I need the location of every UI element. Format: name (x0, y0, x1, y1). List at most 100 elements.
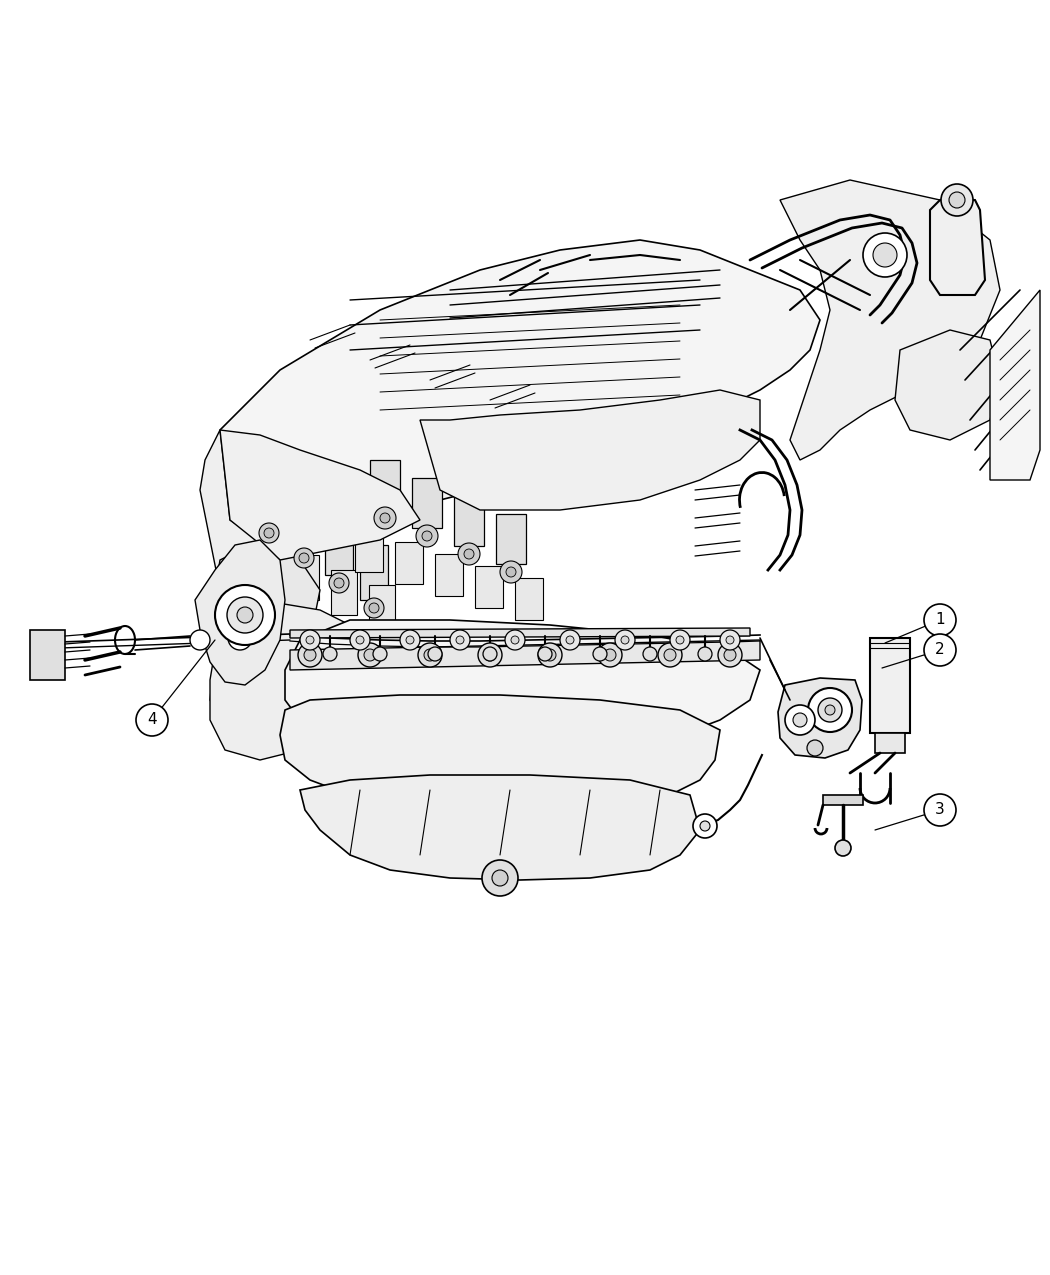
Circle shape (941, 184, 973, 215)
Circle shape (598, 643, 622, 667)
Circle shape (658, 643, 682, 667)
Polygon shape (496, 514, 526, 564)
Polygon shape (290, 495, 318, 550)
Circle shape (237, 607, 253, 623)
Polygon shape (280, 695, 720, 810)
Circle shape (464, 550, 474, 558)
Circle shape (720, 630, 740, 650)
Circle shape (374, 507, 396, 529)
Circle shape (298, 643, 322, 667)
Circle shape (924, 634, 956, 666)
Circle shape (676, 636, 684, 644)
Circle shape (416, 525, 438, 547)
Circle shape (621, 636, 629, 644)
Circle shape (785, 705, 815, 734)
Circle shape (306, 636, 314, 644)
Circle shape (506, 567, 516, 578)
Circle shape (299, 553, 309, 564)
Polygon shape (285, 620, 760, 750)
Circle shape (483, 646, 497, 660)
Circle shape (304, 649, 316, 660)
Circle shape (400, 630, 420, 650)
Circle shape (593, 646, 607, 660)
Circle shape (863, 233, 907, 277)
Text: 3: 3 (936, 802, 945, 817)
Polygon shape (290, 629, 750, 638)
Polygon shape (990, 289, 1040, 479)
Polygon shape (210, 541, 320, 700)
Circle shape (323, 646, 337, 660)
Polygon shape (895, 330, 1000, 440)
Circle shape (500, 561, 522, 583)
Polygon shape (369, 585, 395, 630)
Circle shape (604, 649, 616, 660)
Circle shape (358, 643, 382, 667)
Circle shape (227, 597, 262, 632)
Circle shape (949, 193, 965, 208)
Circle shape (807, 740, 823, 756)
Circle shape (700, 821, 710, 831)
Circle shape (259, 523, 279, 543)
Circle shape (406, 636, 414, 644)
Polygon shape (395, 542, 423, 584)
Circle shape (718, 643, 742, 667)
Circle shape (136, 704, 168, 736)
Circle shape (422, 530, 432, 541)
Circle shape (566, 636, 574, 644)
Circle shape (924, 794, 956, 826)
Polygon shape (195, 541, 285, 685)
Circle shape (808, 688, 852, 732)
Circle shape (793, 713, 807, 727)
Circle shape (538, 643, 562, 667)
Polygon shape (200, 430, 290, 720)
Polygon shape (300, 775, 700, 880)
Circle shape (560, 630, 580, 650)
Polygon shape (360, 544, 388, 601)
Polygon shape (220, 240, 820, 541)
Circle shape (825, 705, 835, 715)
Polygon shape (412, 478, 442, 528)
Circle shape (215, 585, 275, 645)
Polygon shape (290, 640, 760, 669)
Circle shape (492, 870, 508, 886)
Text: 1: 1 (936, 612, 945, 627)
Polygon shape (435, 555, 463, 595)
Circle shape (418, 643, 442, 667)
Circle shape (484, 649, 496, 660)
Circle shape (511, 636, 519, 644)
Text: 2: 2 (936, 643, 945, 658)
Circle shape (364, 649, 376, 660)
Polygon shape (514, 578, 543, 620)
Circle shape (356, 636, 364, 644)
Circle shape (643, 646, 657, 660)
Polygon shape (355, 530, 383, 572)
Circle shape (294, 548, 314, 567)
Circle shape (190, 630, 210, 650)
Circle shape (873, 244, 897, 266)
Circle shape (726, 636, 734, 644)
Polygon shape (823, 796, 863, 805)
Circle shape (264, 528, 274, 538)
Circle shape (478, 643, 502, 667)
Circle shape (724, 649, 736, 660)
Circle shape (456, 636, 464, 644)
Polygon shape (454, 496, 484, 546)
Polygon shape (255, 470, 284, 525)
Polygon shape (778, 678, 862, 759)
Circle shape (329, 572, 349, 593)
Circle shape (924, 604, 956, 636)
Circle shape (693, 813, 717, 838)
Polygon shape (875, 733, 905, 754)
Circle shape (835, 840, 850, 856)
Polygon shape (293, 555, 319, 601)
Circle shape (670, 630, 690, 650)
Circle shape (380, 513, 390, 523)
Polygon shape (780, 180, 1000, 460)
Polygon shape (331, 570, 357, 615)
Circle shape (450, 630, 470, 650)
Circle shape (458, 543, 480, 565)
Polygon shape (326, 520, 353, 575)
Circle shape (664, 649, 676, 660)
Polygon shape (220, 430, 420, 560)
Polygon shape (870, 638, 910, 733)
